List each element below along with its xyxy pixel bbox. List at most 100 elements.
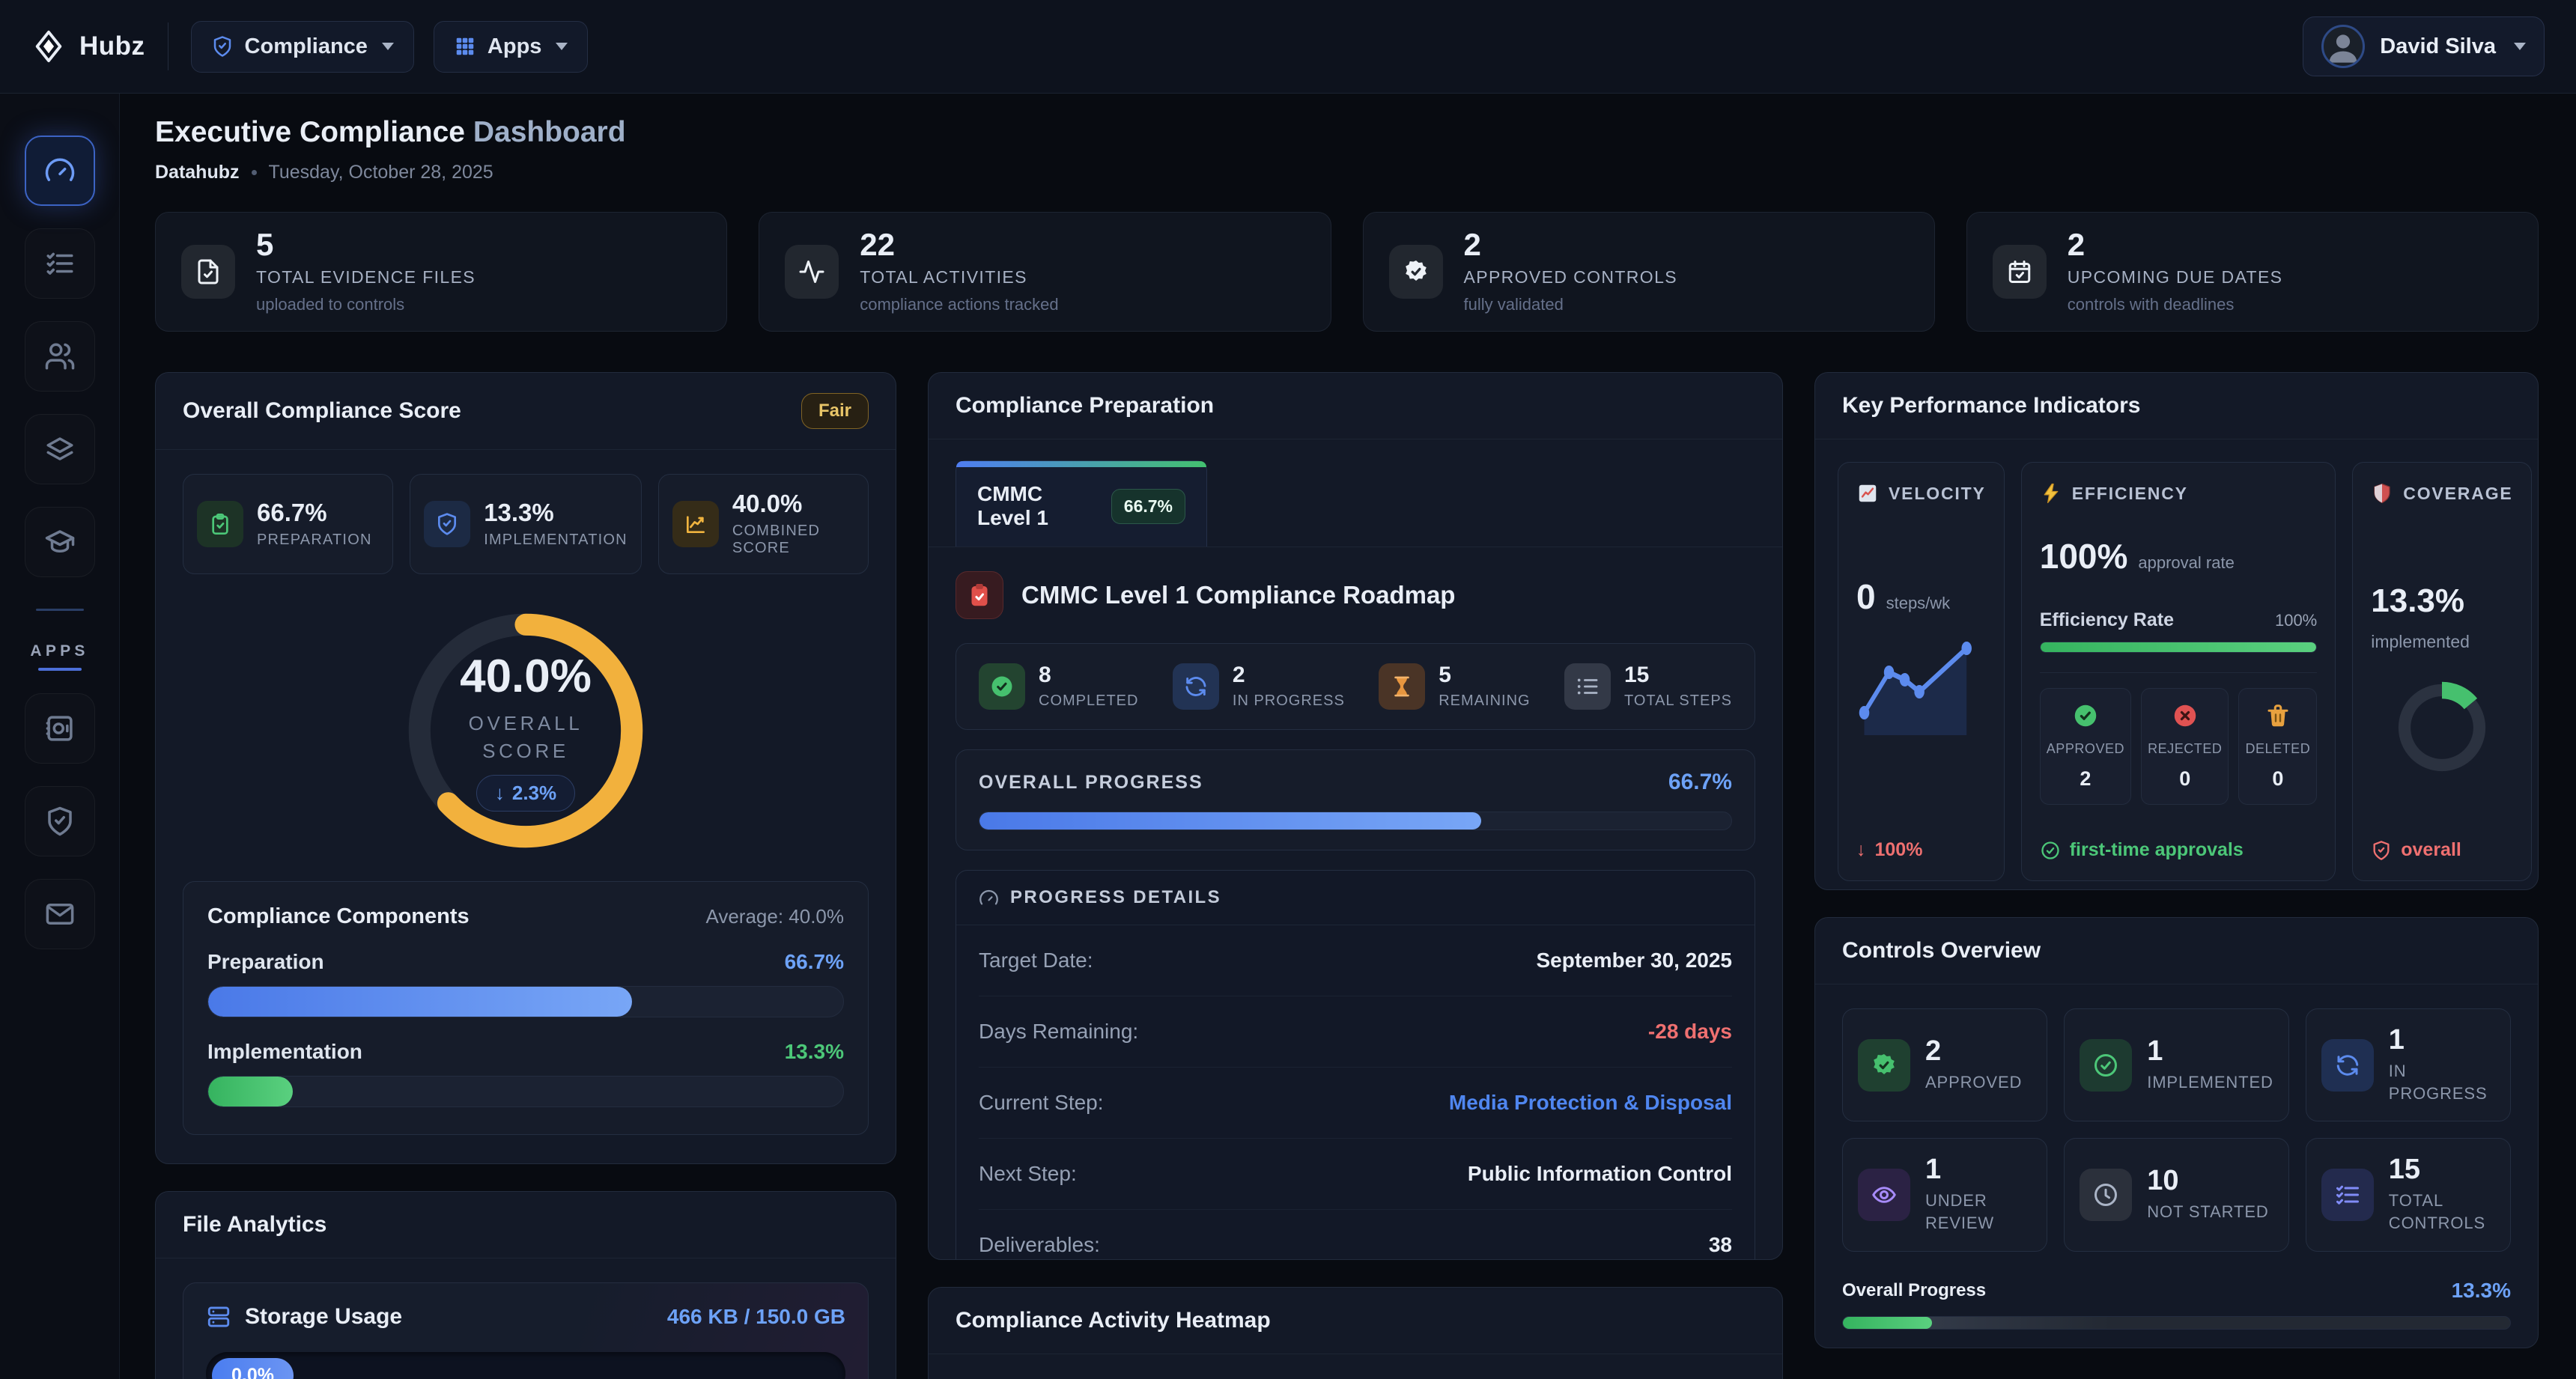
detail-label: Target Date: [979,949,1093,972]
velocity-sparkline [1856,636,1986,741]
controls-overview-card: Controls Overview 2 APPROVED [1814,917,2539,1348]
list-checks-icon [2321,1169,2374,1222]
page-title: Executive Compliance Dashboard [155,116,2539,149]
mini-stat-label: COMBINED SCORE [732,523,821,556]
progress-details-panel: PROGRESS DETAILS Target Date: September … [956,870,1755,1259]
compliance-menu-label: Compliance [244,34,368,58]
storage-progress-bar: 0.0% [206,1352,845,1379]
overall-progress-panel: OVERALL PROGRESS 66.7% [956,749,1755,850]
storage-label: Storage Usage [245,1304,403,1329]
gauge-label-2: SCORE [482,740,569,762]
stat-label: TOTAL ACTIVITIES [860,267,1027,287]
components-title: Compliance Components [207,904,470,928]
stat-label: DELETED [2245,741,2311,756]
shield-check-icon [211,35,234,58]
sidebar-item-layers[interactable] [24,414,95,484]
breadcrumb: Datahubz Tuesday, October 28, 2025 [155,162,2539,183]
sidebar-item-users[interactable] [24,321,95,392]
stat-value: 2 [1463,227,1481,262]
details-title: PROGRESS DETAILS [1010,887,1221,907]
control-tile-under-review: 1 UNDER REVIEW [1842,1138,2048,1252]
gauge-label-1: OVERALL [468,712,583,734]
storage-usage-panel: Storage Usage 466 KB / 150.0 GB 0.0% [183,1282,869,1379]
arrow-down-icon: ↓ [494,782,505,804]
clipboard-check-icon [197,501,243,547]
check-circle-icon [979,663,1025,710]
apps-menu-label: Apps [487,34,542,58]
chevron-down-icon [381,43,394,50]
list-checks-icon [44,248,76,279]
compliance-activity-heatmap-card: Compliance Activity Heatmap [928,1287,1783,1379]
stat-subtext: controls with deadlines [2067,295,2235,314]
chart-line-icon [672,501,719,547]
user-menu-button[interactable]: David Silva [2303,16,2545,76]
stat-value: 0 [2272,767,2284,790]
compliance-components-panel: Compliance Components Average: 40.0% Pre… [183,881,869,1135]
current-step-link[interactable]: Media Protection & Disposal [1448,1091,1732,1114]
stat-card-evidence-files: 5 TOTAL EVIDENCE FILES uploaded to contr… [155,212,728,332]
step-stat-in-progress: 2 IN PROGRESS [1172,663,1345,710]
preparation-progress-bar [207,986,844,1017]
logo-text: Hubz [79,31,145,61]
clock-icon [2080,1169,2133,1222]
step-label: IN PROGRESS [1232,692,1345,709]
sidebar-item-vault[interactable] [24,693,95,764]
avatar [2321,25,2366,68]
score-rating-badge: Fair [801,393,869,429]
kpi-velocity-tile: VELOCITY 0 steps/wk [1838,462,2005,881]
detail-value: Public Information Control [1467,1162,1732,1185]
roadmap-title: CMMC Level 1 Compliance Roadmap [1021,581,1456,609]
coverage-footnote: overall [2371,839,2512,861]
sidebar-item-security[interactable] [24,786,95,856]
detail-value: -28 days [1647,1020,1732,1043]
sidebar-item-tasks[interactable] [24,228,95,299]
tab-cmmc-level-1[interactable]: CMMC Level 1 66.7% [956,460,1207,547]
velocity-trend-value: 100% [1874,839,1923,860]
storage-percent-pill: 0.0% [212,1358,294,1379]
trash-icon [2245,702,2310,729]
step-value: 8 [1039,662,1051,687]
detail-row-days-remaining: Days Remaining: -28 days [979,996,1732,1068]
detail-row-next-step: Next Step: Public Information Control [979,1139,1732,1210]
velocity-unit: steps/wk [1886,594,1951,612]
overall-progress-value: 66.7% [1668,770,1732,794]
lightning-icon [2040,482,2062,505]
gauge-icon [44,155,76,186]
detail-label: Next Step: [979,1162,1077,1185]
control-value: 1 [2147,1035,2163,1067]
stat-value: 2 [2080,767,2092,790]
overall-progress-label: OVERALL PROGRESS [979,771,1203,793]
mini-stat-value: 13.3% [484,498,554,526]
efficiency-rejected-stat: REJECTED 0 [2141,688,2229,805]
sidebar-divider [35,609,84,611]
card-title: Compliance Preparation [956,393,1215,418]
user-name: David Silva [2380,34,2496,58]
eye-icon [1858,1169,1910,1222]
kpi-label: VELOCITY [1889,483,1986,503]
control-value: 2 [1925,1035,1942,1067]
sidebar-item-dashboard[interactable] [24,136,95,206]
sidebar-item-mail[interactable] [24,879,95,949]
control-tile-in-progress: 1 IN PROGRESS [2305,1008,2511,1122]
overall-score-gauge: 40.0% OVERALL SCORE ↓ 2.3% [402,607,649,854]
x-circle-icon [2148,702,2222,729]
control-tile-implemented: 1 IMPLEMENTED [2064,1008,2289,1122]
control-label: IMPLEMENTED [2147,1072,2273,1092]
mini-stat-value: 40.0% [732,490,803,517]
efficiency-rate-value: 100% [2274,611,2318,630]
stat-label: REJECTED [2148,741,2223,756]
step-label: TOTAL STEPS [1624,692,1732,709]
divider [2039,672,2318,673]
mini-stat-implementation: 13.3% IMPLEMENTATION [410,474,642,574]
card-title: Compliance Activity Heatmap [956,1308,1271,1333]
badge-check-icon [1858,1038,1910,1092]
grid-icon [454,35,476,58]
sidebar-item-training[interactable] [24,507,95,577]
badge-check-icon [1388,245,1443,299]
coverage-value: 13.3% [2371,582,2465,619]
compliance-menu-button[interactable]: Compliance [190,20,414,73]
control-tile-approved: 2 APPROVED [1842,1008,2048,1122]
detail-label: Current Step: [979,1091,1104,1114]
apps-menu-button[interactable]: Apps [433,20,589,73]
graduation-cap-icon [44,526,76,558]
